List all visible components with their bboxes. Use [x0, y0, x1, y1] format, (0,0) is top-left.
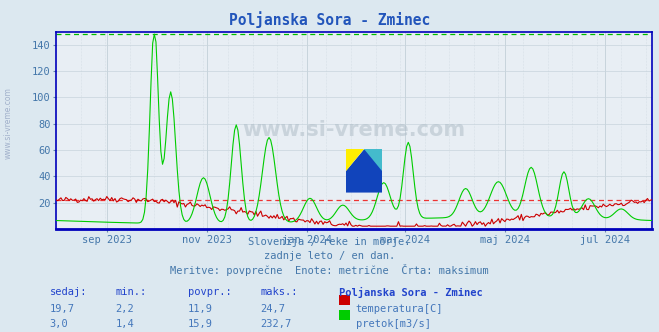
Text: 19,7: 19,7	[49, 304, 74, 314]
Text: 15,9: 15,9	[188, 319, 213, 329]
Text: 3,0: 3,0	[49, 319, 68, 329]
Text: 24,7: 24,7	[260, 304, 285, 314]
Polygon shape	[346, 149, 382, 193]
Text: 2,2: 2,2	[115, 304, 134, 314]
Text: Slovenija / reke in morje.: Slovenija / reke in morje.	[248, 237, 411, 247]
Polygon shape	[346, 149, 364, 171]
Text: 232,7: 232,7	[260, 319, 291, 329]
Text: maks.:: maks.:	[260, 287, 298, 297]
Polygon shape	[364, 149, 382, 171]
Text: Poljanska Sora - Zminec: Poljanska Sora - Zminec	[339, 287, 483, 298]
Text: pretok[m3/s]: pretok[m3/s]	[356, 319, 431, 329]
Text: sedaj:: sedaj:	[49, 287, 87, 297]
Text: min.:: min.:	[115, 287, 146, 297]
Text: zadnje leto / en dan.: zadnje leto / en dan.	[264, 251, 395, 261]
Text: temperatura[C]: temperatura[C]	[356, 304, 444, 314]
Text: www.si-vreme.com: www.si-vreme.com	[243, 120, 466, 140]
Text: www.si-vreme.com: www.si-vreme.com	[3, 87, 13, 159]
Text: povpr.:: povpr.:	[188, 287, 231, 297]
Text: 11,9: 11,9	[188, 304, 213, 314]
Text: Meritve: povprečne  Enote: metrične  Črta: maksimum: Meritve: povprečne Enote: metrične Črta:…	[170, 264, 489, 276]
Text: Poljanska Sora - Zminec: Poljanska Sora - Zminec	[229, 12, 430, 29]
Text: 1,4: 1,4	[115, 319, 134, 329]
